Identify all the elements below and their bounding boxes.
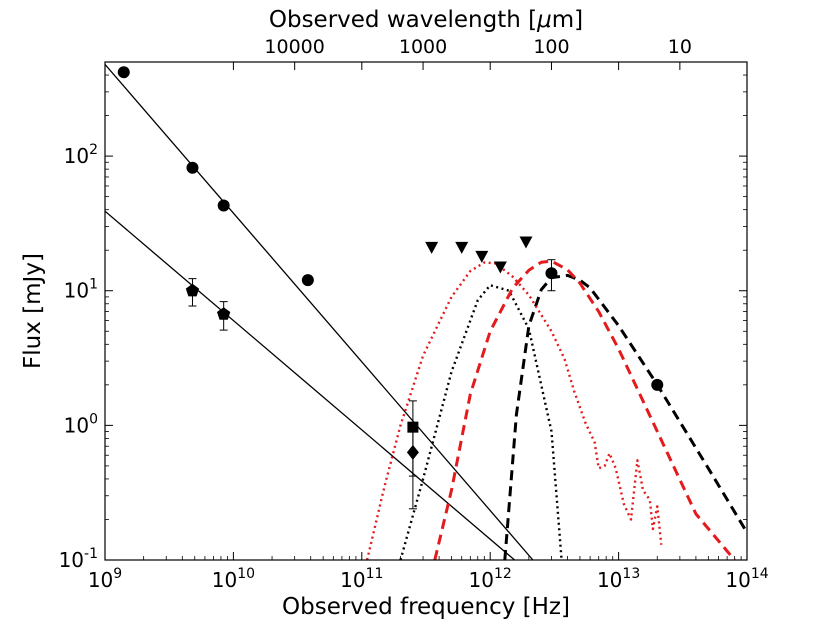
top-axis-title-mu: μ: [536, 7, 552, 33]
curve-red_dashed: [433, 259, 736, 560]
tick-layer: [104, 62, 748, 561]
y-tick-label-base: 10: [59, 548, 84, 572]
upper_limits-point: [455, 241, 469, 254]
diamond-point: [406, 444, 419, 460]
top-axis-title-main: Observed wavelength [: [269, 7, 537, 33]
top-axis-title: Observed wavelength [μm]: [269, 7, 583, 33]
curve-layer: [105, 63, 747, 560]
y-tick-label: 100: [64, 411, 98, 437]
y-tick-label-exp: 2: [89, 142, 98, 158]
x-tick-label-base: 10: [597, 568, 622, 592]
top-axis-title-unit: m]: [552, 7, 583, 33]
x-tick-label-base: 10: [340, 568, 365, 592]
x-tick-label: 1012: [469, 566, 512, 592]
circles-point: [651, 378, 664, 391]
x-tick-label-base: 10: [88, 568, 113, 592]
y-tick-label-base: 10: [64, 279, 89, 303]
x-tick-label: 1014: [725, 566, 768, 592]
y-tick-label-base: 10: [64, 144, 89, 168]
y-tick-label-exp: -1: [84, 546, 98, 562]
y-tick-label: 10-1: [59, 546, 98, 572]
top-tick-label: 10: [668, 36, 692, 58]
top-tick-label: 100: [533, 36, 569, 58]
x-tick-label-exp: 14: [751, 566, 769, 582]
y-tick-label-base: 10: [64, 413, 89, 437]
circles-point: [545, 267, 558, 280]
top-tick-label: 1000: [399, 36, 447, 58]
x-tick-label-base: 10: [212, 568, 237, 592]
circles-point: [117, 66, 130, 79]
line-powerlaw_shallow: [105, 210, 516, 560]
x-tick-label-exp: 11: [366, 566, 384, 582]
x-tick-label-base: 10: [469, 568, 494, 592]
curve-black_dotted: [399, 284, 563, 560]
top-tick-label: 10000: [264, 36, 324, 58]
upper_limits-point: [493, 261, 507, 274]
plot-frame: [104, 61, 748, 561]
x-tick-label: 109: [88, 566, 122, 592]
upper_limits-point: [475, 250, 489, 263]
circles-point: [186, 161, 199, 174]
curve-red_dotted: [365, 261, 663, 560]
y-tick-label: 101: [64, 277, 98, 303]
circles-point: [217, 199, 230, 212]
y-tick-label-exp: 0: [89, 411, 98, 427]
tick-label-layer: 109 1010 1011 1012 1013 101410-11001011021000…: [59, 36, 769, 592]
upper_limits-point: [519, 236, 533, 249]
y-tick-label-exp: 1: [89, 277, 98, 293]
pentagons-point: [185, 283, 200, 297]
y-axis-title: Flux [mJy]: [20, 253, 46, 369]
x-tick-label-exp: 10: [237, 566, 255, 582]
curve-black_dashed: [503, 273, 747, 560]
circles-point: [301, 274, 314, 287]
marker-layer: [117, 66, 664, 510]
x-tick-label-exp: 12: [494, 566, 512, 582]
x-tick-label: 1010: [212, 566, 255, 592]
x-tick-label: 1011: [340, 566, 383, 592]
x-axis-title: Observed frequency [Hz]: [282, 594, 570, 620]
y-tick-label: 102: [64, 142, 98, 168]
x-tick-label-exp: 9: [113, 566, 122, 582]
x-tick-label: 1013: [597, 566, 640, 592]
pentagons-point: [217, 307, 231, 320]
x-tick-label-exp: 13: [622, 566, 640, 582]
line-powerlaw_steep: [105, 63, 534, 560]
upper_limits-point: [425, 241, 439, 254]
x-tick-label-base: 10: [725, 568, 750, 592]
